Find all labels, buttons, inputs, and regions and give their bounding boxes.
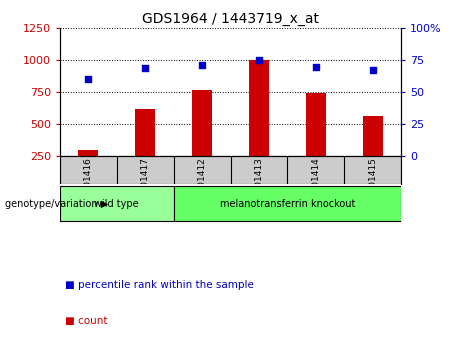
Bar bbox=[363, 116, 383, 156]
Title: GDS1964 / 1443719_x_at: GDS1964 / 1443719_x_at bbox=[142, 12, 319, 26]
Bar bbox=[249, 59, 269, 156]
Text: ■ percentile rank within the sample: ■ percentile rank within the sample bbox=[65, 280, 254, 290]
Text: genotype/variation ▶: genotype/variation ▶ bbox=[5, 199, 108, 209]
Text: GSM101417: GSM101417 bbox=[141, 157, 150, 212]
Bar bbox=[78, 150, 98, 156]
Point bbox=[85, 76, 92, 82]
Text: GSM101412: GSM101412 bbox=[198, 157, 207, 212]
Text: GSM101414: GSM101414 bbox=[311, 157, 320, 212]
Bar bbox=[192, 90, 212, 156]
Text: GSM101413: GSM101413 bbox=[254, 157, 263, 212]
Text: GSM101415: GSM101415 bbox=[368, 157, 377, 212]
Bar bbox=[60, 186, 174, 221]
Text: GSM101416: GSM101416 bbox=[84, 157, 93, 212]
Bar bbox=[174, 186, 401, 221]
Text: wild type: wild type bbox=[95, 199, 139, 209]
Point bbox=[142, 65, 149, 71]
Point bbox=[369, 68, 376, 73]
Bar bbox=[135, 109, 155, 156]
Point bbox=[312, 64, 319, 69]
Text: melanotransferrin knockout: melanotransferrin knockout bbox=[220, 199, 355, 209]
Bar bbox=[306, 93, 326, 156]
Point bbox=[255, 57, 263, 63]
Text: ■ count: ■ count bbox=[65, 316, 107, 326]
Point bbox=[198, 62, 206, 68]
